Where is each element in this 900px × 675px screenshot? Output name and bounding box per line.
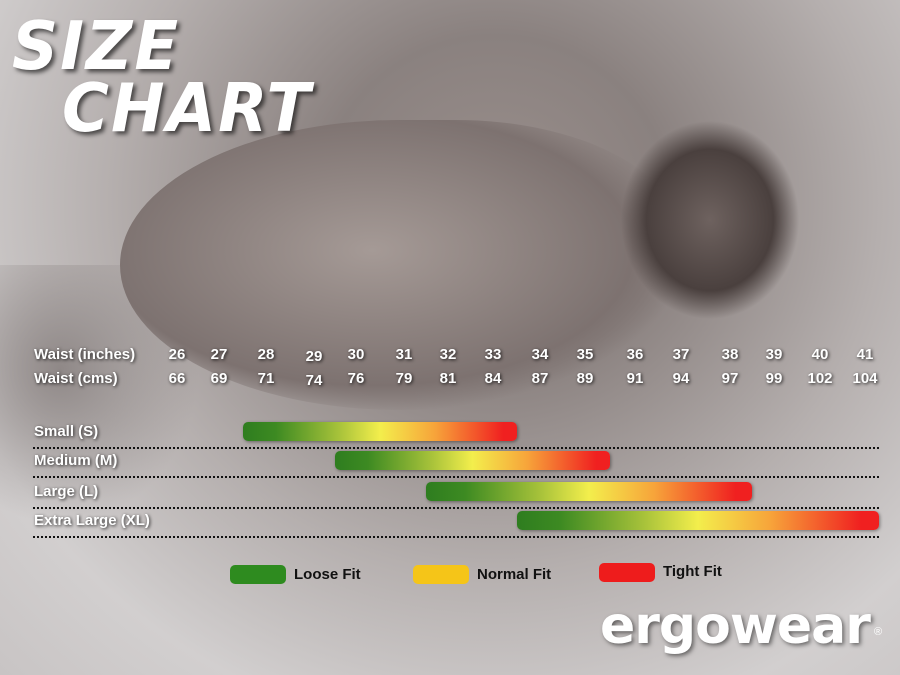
waist-cms-value: 89 — [576, 370, 594, 387]
waist-cms-value: 94 — [672, 370, 690, 387]
title-line2: CHART — [62, 70, 313, 148]
waist-inches-value: 40 — [811, 346, 829, 363]
waist-inches-value: 37 — [672, 346, 690, 363]
legend-swatch — [230, 565, 286, 584]
waist-cms-value: 84 — [484, 370, 502, 387]
waist-cms-value: 66 — [168, 370, 186, 387]
waist-inches-value: 35 — [576, 346, 594, 363]
legend-swatch — [413, 565, 469, 584]
waist-cms-value: 102 — [807, 370, 833, 387]
row-divider — [33, 447, 879, 449]
background-photo-model — [120, 120, 680, 410]
title-line1: SIZE — [12, 8, 181, 86]
waist-cms-value: 99 — [765, 370, 783, 387]
waist-inches-value: 36 — [626, 346, 644, 363]
waist-cms-value: 97 — [721, 370, 739, 387]
waist-inches-value: 38 — [721, 346, 739, 363]
size-label: Large (L) — [34, 483, 99, 500]
waist-cms-value: 69 — [210, 370, 228, 387]
size-label: Small (S) — [34, 423, 99, 440]
row-divider — [33, 536, 879, 538]
legend-label: Loose Fit — [294, 566, 361, 583]
waist-inches-value: 33 — [484, 346, 502, 363]
waist-cms-value: 81 — [439, 370, 457, 387]
waist-inches-label: Waist (inches) — [34, 346, 136, 363]
waist-inches-value: 39 — [765, 346, 783, 363]
size-range-bar — [426, 482, 752, 501]
legend-label: Tight Fit — [663, 563, 722, 580]
waist-inches-value: 32 — [439, 346, 457, 363]
row-divider — [33, 476, 879, 478]
background-photo-head — [620, 120, 800, 320]
size-range-bar — [516, 511, 879, 530]
waist-inches-value: 26 — [168, 346, 186, 363]
waist-cms-label: Waist (cms) — [34, 370, 118, 387]
waist-inches-value: 34 — [531, 346, 549, 363]
waist-inches-value: 31 — [395, 346, 413, 363]
waist-inches-value: 27 — [210, 346, 228, 363]
waist-inches-value: 28 — [257, 346, 275, 363]
waist-cms-value: 79 — [395, 370, 413, 387]
waist-cms-value: 76 — [347, 370, 365, 387]
size-label: Extra Large (XL) — [34, 512, 150, 529]
waist-inches-value: 41 — [856, 346, 874, 363]
waist-cms-value: 91 — [626, 370, 644, 387]
registered-mark: ® — [874, 626, 883, 638]
row-divider — [33, 507, 879, 509]
size-range-bar — [242, 422, 517, 441]
waist-cms-value: 104 — [852, 370, 878, 387]
legend-label: Normal Fit — [477, 566, 552, 583]
ergowear-logo: ergowear — [600, 596, 871, 656]
size-range-bar — [335, 451, 610, 470]
size-label: Medium (M) — [34, 452, 118, 469]
waist-cms-value: 71 — [257, 370, 275, 387]
waist-cms-value: 74 — [305, 372, 323, 389]
waist-cms-value: 87 — [531, 370, 549, 387]
legend-swatch — [599, 563, 655, 582]
waist-inches-value: 29 — [305, 348, 323, 365]
waist-inches-value: 30 — [347, 346, 365, 363]
